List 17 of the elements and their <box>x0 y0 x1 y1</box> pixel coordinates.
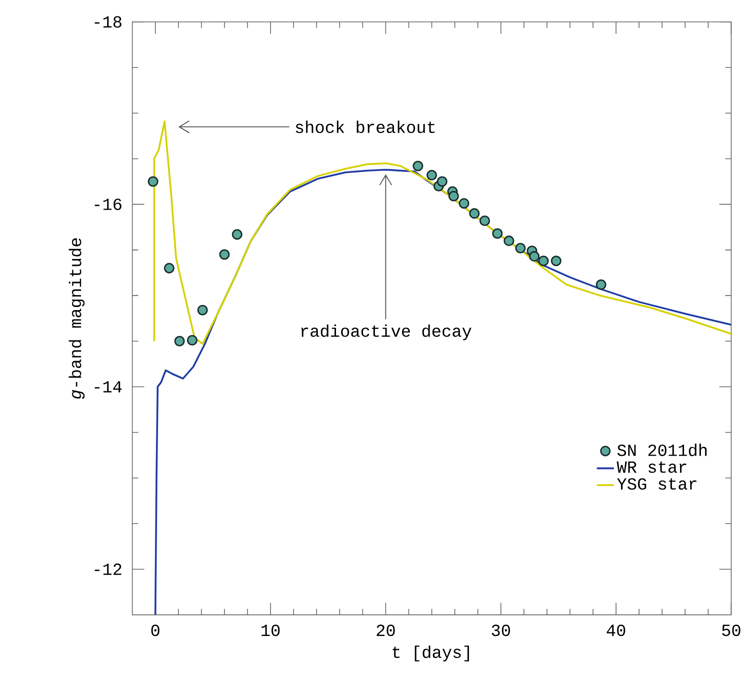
x-tick-label: 0 <box>151 624 160 636</box>
y-tick-label: -14 <box>94 381 122 392</box>
y-axis-title: g-band magnitude <box>68 238 85 399</box>
legend-label: SN 2011dh <box>617 443 707 456</box>
x-tick-label: 50 <box>722 624 740 636</box>
x-tick-label: 10 <box>262 624 280 636</box>
annotation: radioactive decay <box>301 324 472 340</box>
x-tick-label: 40 <box>606 624 626 636</box>
annotation: shock breakout <box>296 120 435 133</box>
x-tick-label: 30 <box>492 624 510 636</box>
legend-label: WR star <box>616 461 686 473</box>
x-tick-label: 20 <box>376 624 395 636</box>
y-tick-label: -18 <box>94 16 122 28</box>
y-tick-label: -12 <box>94 563 122 575</box>
legend-label: YSG star <box>617 478 696 490</box>
x-axis-title: t [days] <box>392 645 469 662</box>
y-tick-label: -16 <box>94 198 122 210</box>
